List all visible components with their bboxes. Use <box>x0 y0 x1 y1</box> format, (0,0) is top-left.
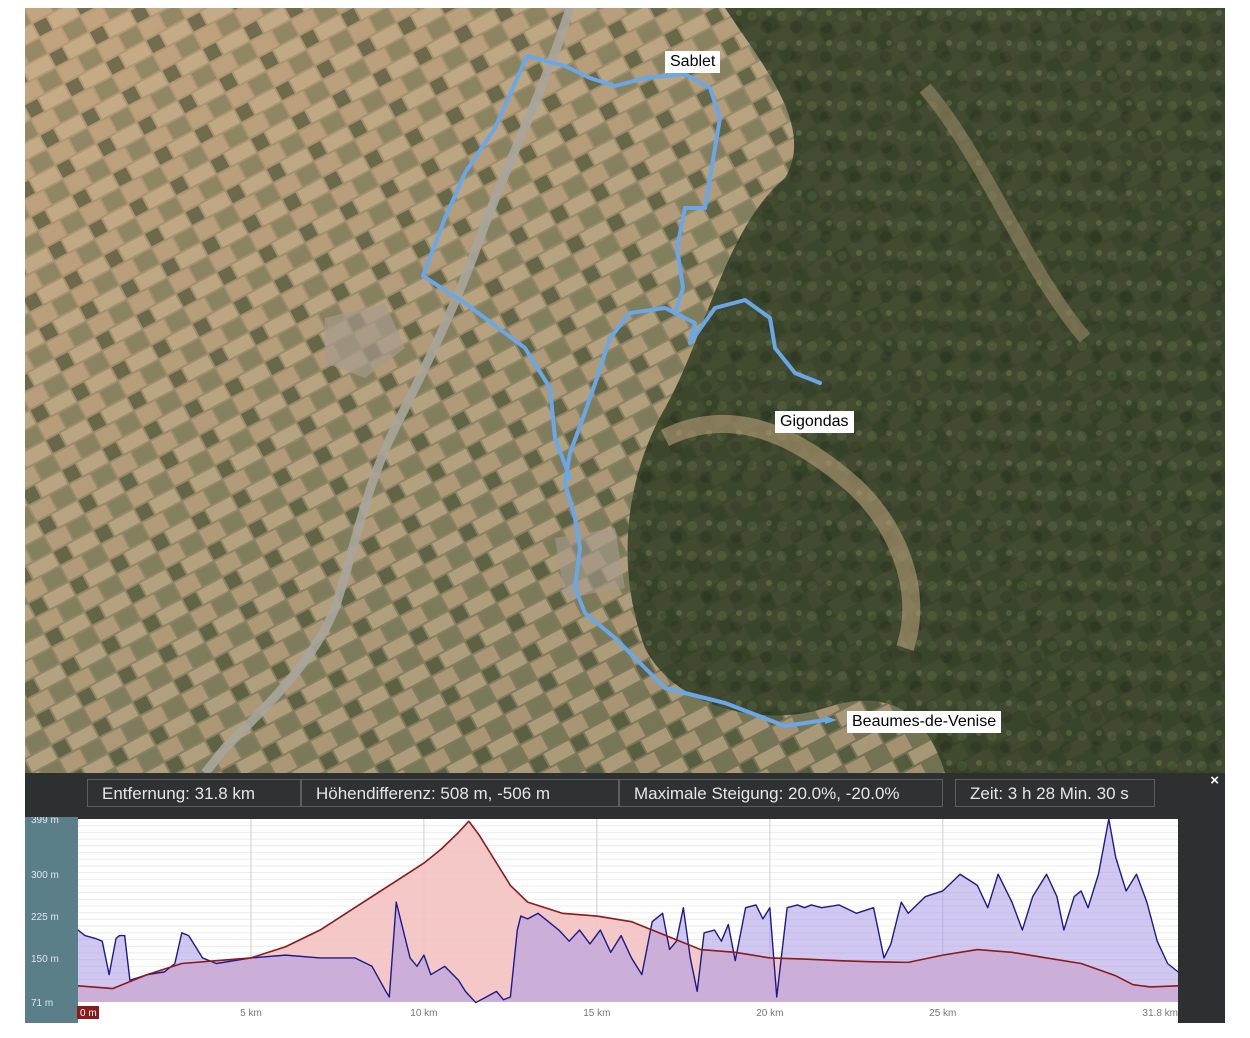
height-difference-stat: Höhendifferenz: 508 m, -506 m <box>301 779 619 807</box>
max-slope-stat: Maximale Steigung: 20.0%, -20.0% <box>619 779 943 807</box>
elevation-profile-panel: Entfernung: 31.8 km Höhendifferenz: 508 … <box>25 773 1225 1023</box>
x-tick-label: 0 m <box>80 1008 97 1019</box>
y-tick-label: 150 m <box>31 954 59 965</box>
x-tick-label: 5 km <box>240 1008 262 1019</box>
y-tick-label: 300 m <box>31 870 59 881</box>
place-label-gigondas: Gigondas <box>775 411 854 433</box>
village-area-2 <box>555 528 625 598</box>
elevation-line <box>77 820 1179 990</box>
x-tick-label: 10 km <box>410 1008 437 1019</box>
distance-stat: Entfernung: 31.8 km <box>87 779 301 807</box>
route-end-marker <box>825 716 837 724</box>
place-label-sablet: Sablet <box>665 51 721 73</box>
ridge-band-2 <box>919 83 1091 343</box>
slope-line <box>77 818 1179 1004</box>
x-axis-band <box>78 1002 1178 1023</box>
x-tick-label: 20 km <box>756 1008 783 1019</box>
close-button[interactable]: × <box>1210 772 1219 789</box>
y-tick-label: 225 m <box>31 912 59 923</box>
x-tick-label: 15 km <box>583 1008 610 1019</box>
ridge-band <box>660 414 921 651</box>
x-tick-label: 31.8 km <box>1142 1008 1178 1019</box>
elevation-chart: 399 m 300 m 225 m 150 m 71 m 0 m 5 km 10 km 15 k… <box>25 817 1225 1023</box>
river <box>201 6 575 776</box>
elevation-area <box>78 821 1178 1002</box>
x-tick-label: 25 km <box>929 1008 956 1019</box>
place-label-beaumes-de-venise: Beaumes-de-Venise <box>847 711 1002 733</box>
x-start-marker <box>77 1006 99 1019</box>
y-axis-band <box>25 817 78 1023</box>
time-stat: Zeit: 3 h 28 Min. 30 s <box>955 779 1155 807</box>
y-tick-label: 399 m <box>31 817 59 826</box>
elevation-chart-svg: 399 m 300 m 225 m 150 m 71 m 0 m 5 km 10 km 15 k… <box>25 817 1179 1023</box>
slope-area <box>78 819 1178 1003</box>
y-tick-label: 71 m <box>31 998 53 1009</box>
map-canvas[interactable] <box>25 6 1225 776</box>
route-line <box>421 54 827 728</box>
satellite-map[interactable]: Sablet Gigondas Beaumes-de-Venise <box>25 6 1225 776</box>
forest-area <box>627 8 1225 773</box>
village-area <box>325 303 405 378</box>
